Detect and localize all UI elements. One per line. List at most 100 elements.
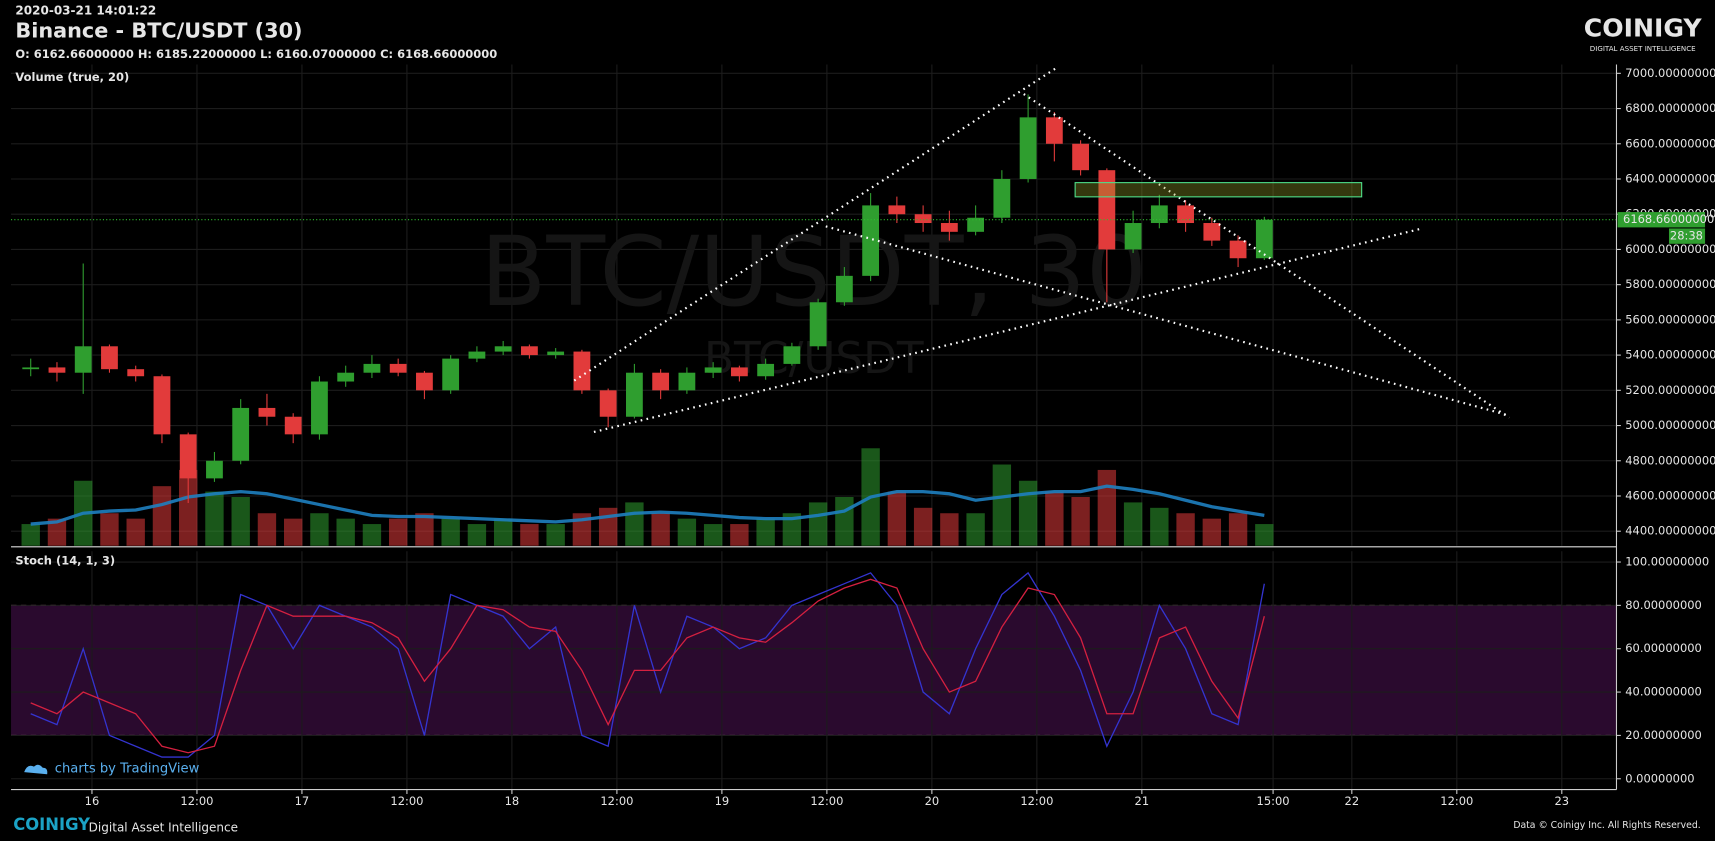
volume-bar	[1123, 502, 1143, 546]
candle-body	[416, 372, 433, 391]
candle-body	[101, 346, 118, 370]
logo: COINIGY	[1584, 14, 1703, 43]
volume-bar	[493, 518, 513, 546]
candle-body	[678, 372, 696, 391]
x-tick-label: 19	[715, 794, 730, 808]
candle-body	[757, 363, 775, 377]
stoch-title: Stoch (14, 1, 3)	[15, 554, 115, 568]
candle-body	[258, 407, 276, 417]
volume-bar	[703, 524, 723, 546]
candle-body	[599, 390, 617, 417]
volume-bar	[1018, 480, 1038, 546]
volume-bar	[152, 486, 172, 546]
volume-bar	[992, 464, 1012, 546]
y-tick-label: 100.00000000	[1625, 555, 1709, 569]
title: Binance - BTC/USDT (30)	[15, 19, 302, 43]
candle-body	[48, 367, 66, 373]
y-tick-label: 20.00000000	[1625, 728, 1702, 742]
volume-bar	[415, 513, 434, 546]
y-tick-label: 60.00000000	[1625, 641, 1702, 655]
candle-body	[442, 358, 460, 391]
volume-bar	[441, 518, 460, 546]
timestamp: 2020-03-21 14:01:22	[15, 3, 156, 17]
volume-bar	[808, 502, 828, 546]
candle-body	[311, 381, 328, 435]
x-tick-label: 20	[925, 794, 940, 808]
y-tick-label: 6800.00000000	[1625, 101, 1715, 115]
volume-bar	[284, 518, 303, 546]
candle-body	[862, 205, 880, 276]
candle-body	[337, 372, 355, 382]
volume-bar	[966, 513, 985, 546]
volume-bar	[887, 491, 907, 546]
volume-bar	[940, 513, 959, 546]
x-tick-label: 12:00	[180, 794, 213, 808]
ohlc: O: 6162.66000000 H: 6185.22000000 L: 616…	[15, 47, 497, 61]
stoch-line	[30, 578, 1265, 754]
volume-bar	[1228, 513, 1248, 546]
candle-body	[1019, 117, 1037, 179]
trend-line	[825, 225, 1510, 417]
candle-body	[389, 363, 407, 373]
volume-bar	[546, 524, 565, 546]
volume-bar	[388, 518, 408, 546]
candle-body	[363, 363, 381, 373]
volume-bar	[756, 518, 775, 546]
volume-bar	[913, 507, 933, 546]
candle-body	[1177, 205, 1194, 224]
candle-body	[1229, 240, 1247, 259]
y-tick-label: 6600.00000000	[1625, 136, 1715, 150]
candle-body	[74, 346, 92, 373]
volume-bar	[520, 524, 539, 546]
candle-body	[127, 369, 145, 377]
volume-bar	[231, 496, 250, 546]
candle-body	[232, 407, 250, 461]
candle-body	[730, 367, 748, 377]
tradingview: charts by TradingView	[55, 761, 200, 776]
x-tick-label: 12:00	[600, 794, 633, 808]
volume-bar	[1097, 469, 1117, 546]
candle-body	[1045, 117, 1063, 144]
x-tick-label: 16	[85, 794, 100, 808]
y-tick-label: 4800.00000000	[1625, 453, 1715, 467]
candle-body	[835, 275, 853, 303]
candle-body	[1124, 223, 1142, 250]
tv-icon	[24, 764, 48, 775]
volume-bar	[467, 524, 487, 546]
volume-bar	[677, 518, 697, 546]
x-tick-label: 15:00	[1257, 794, 1290, 808]
x-tick-label: 23	[1554, 794, 1569, 808]
candle-body	[704, 367, 722, 373]
volume-bar	[1202, 518, 1222, 546]
candle-body	[1255, 219, 1273, 259]
candle-body	[1098, 170, 1116, 250]
drawings	[573, 66, 1510, 434]
candle-body	[468, 351, 486, 359]
y-tick-label: 40.00000000	[1625, 685, 1702, 699]
candle-body	[206, 460, 223, 479]
logo-sub: DIGITAL ASSET INTELLIGENCE	[1590, 44, 1696, 53]
y-tick-label: 5400.00000000	[1625, 348, 1715, 362]
candle-body	[809, 302, 827, 347]
volume-bar	[1255, 524, 1274, 546]
candle-body	[940, 223, 958, 232]
countdown: 28:38	[1670, 229, 1703, 243]
volume-bar	[1150, 507, 1169, 546]
volume-bar	[835, 496, 854, 546]
volume-bar	[1045, 491, 1064, 546]
candle-body	[494, 346, 512, 352]
candle-body	[1203, 223, 1221, 241]
x-tick-label: 18	[505, 794, 520, 808]
candle-body	[914, 214, 932, 224]
volume-bar	[205, 491, 224, 546]
volume-bar	[47, 518, 67, 546]
y-tick-label: 5600.00000000	[1625, 312, 1715, 326]
volume-bar	[100, 513, 119, 546]
copyright: Data © Coinigy Inc. All Rights Reserved.	[1513, 820, 1700, 831]
candle-body	[284, 416, 302, 435]
candle-body	[626, 372, 643, 417]
x-tick-label: 17	[295, 794, 310, 808]
trend-line	[1023, 93, 1510, 419]
candle-body	[1072, 143, 1089, 171]
